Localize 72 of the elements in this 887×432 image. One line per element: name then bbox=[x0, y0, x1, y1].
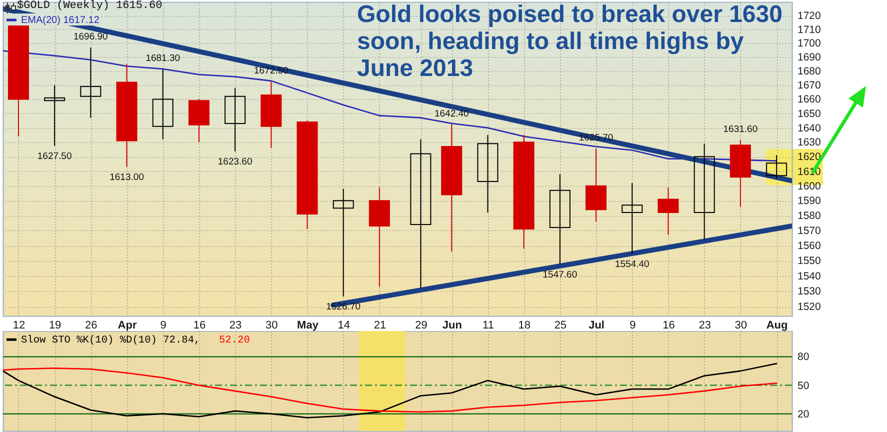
x-tick-label: May bbox=[297, 320, 320, 332]
y-tick-label: 1680 bbox=[798, 66, 822, 78]
x-tick-label: 18 bbox=[518, 320, 530, 332]
legend-label: EMA(20) 1617.12 bbox=[21, 15, 100, 26]
candlestick bbox=[549, 174, 570, 265]
annotation: 1631.60 bbox=[723, 124, 758, 135]
y-tick-label: 1590 bbox=[798, 195, 822, 208]
x-tick-label: 23 bbox=[229, 320, 242, 332]
x-tick-label: 30 bbox=[734, 320, 748, 332]
y-tick-label: 1540 bbox=[798, 270, 822, 282]
x-tick-label: Jul bbox=[588, 320, 604, 332]
y-tick-label: 1720 bbox=[798, 10, 822, 22]
annotation: 1547.60 bbox=[542, 269, 578, 280]
x-tick-label: 14 bbox=[338, 320, 350, 332]
legend-label: Slow STO %K(10) %D(10) 72.84, bbox=[21, 334, 200, 347]
x-tick-label: 16 bbox=[193, 320, 206, 332]
x-tick-label: 16 bbox=[662, 320, 675, 332]
text: 52.20 bbox=[219, 334, 250, 347]
candlestick bbox=[766, 154, 788, 180]
y-tick-label: 1700 bbox=[798, 38, 822, 50]
x-tick-label: 19 bbox=[48, 320, 62, 332]
annotation: 1627.50 bbox=[37, 150, 72, 162]
annotation: 1623.60 bbox=[218, 156, 252, 168]
y-tick-label: 1640 bbox=[798, 122, 822, 134]
y-tick-label: 50 bbox=[798, 380, 810, 392]
x-tick-label: 21 bbox=[374, 320, 386, 332]
y-tick-label: 1550 bbox=[798, 255, 822, 268]
x-tick-label: 30 bbox=[266, 320, 278, 332]
annotation: 1613.00 bbox=[110, 172, 144, 183]
candlestick bbox=[224, 87, 246, 152]
y-tick-label: 1670 bbox=[798, 80, 822, 92]
chart-title: $GOLD (Weekly) 1615.60 bbox=[17, 0, 162, 13]
x-tick-label: 9 bbox=[630, 320, 636, 332]
y-tick-label: 1650 bbox=[798, 108, 822, 120]
annotation: Gold looks poised to break over 1630 soon, heading to all time highs by June 2013 bbox=[357, 1, 784, 82]
x-tick-label: Apr bbox=[118, 320, 138, 332]
y-tick-label: 1560 bbox=[798, 240, 822, 252]
x-tick-label: 12 bbox=[12, 320, 26, 332]
y-tick-label: 1580 bbox=[798, 210, 822, 222]
x-tick-label: Jun bbox=[442, 320, 462, 332]
candlestick bbox=[586, 148, 607, 222]
y-tick-label: 1620 bbox=[798, 151, 822, 164]
y-tick-label: 20 bbox=[798, 408, 810, 420]
candlestick bbox=[152, 68, 174, 140]
y-tick-label: 1520 bbox=[798, 301, 822, 314]
y-tick-label: 1630 bbox=[798, 136, 822, 149]
x-tick-label: 23 bbox=[698, 320, 711, 332]
candlestick bbox=[80, 46, 102, 118]
x-tick-label: 25 bbox=[554, 320, 567, 332]
line-series bbox=[3, 367, 778, 413]
candlestick bbox=[44, 84, 66, 146]
annotation: 1554.40 bbox=[614, 259, 650, 270]
annotation: 1696.90 bbox=[73, 31, 108, 42]
x-tick-label: 29 bbox=[415, 320, 428, 332]
candlestick bbox=[477, 134, 498, 214]
y-tick-label: 1660 bbox=[798, 94, 822, 106]
candlestick bbox=[622, 182, 643, 254]
x-tick-label: 9 bbox=[160, 320, 166, 332]
candlestick bbox=[658, 186, 679, 236]
y-tick-label: 1690 bbox=[798, 52, 822, 64]
y-tick-label: 80 bbox=[798, 351, 810, 364]
candlestick bbox=[694, 143, 715, 240]
y-tick-label: 1570 bbox=[798, 224, 822, 237]
annotation: 1642.40 bbox=[434, 108, 469, 120]
annotation: 1526.70 bbox=[326, 301, 361, 312]
x-tick-label: 26 bbox=[85, 320, 98, 332]
y-tick-label: 1710 bbox=[798, 24, 822, 36]
x-tick-label: 11 bbox=[482, 320, 494, 332]
annotation: 1681.30 bbox=[146, 53, 180, 64]
y-tick-label: 1530 bbox=[798, 286, 822, 298]
x-tick-label: Aug bbox=[766, 320, 788, 332]
line-series bbox=[3, 362, 778, 418]
